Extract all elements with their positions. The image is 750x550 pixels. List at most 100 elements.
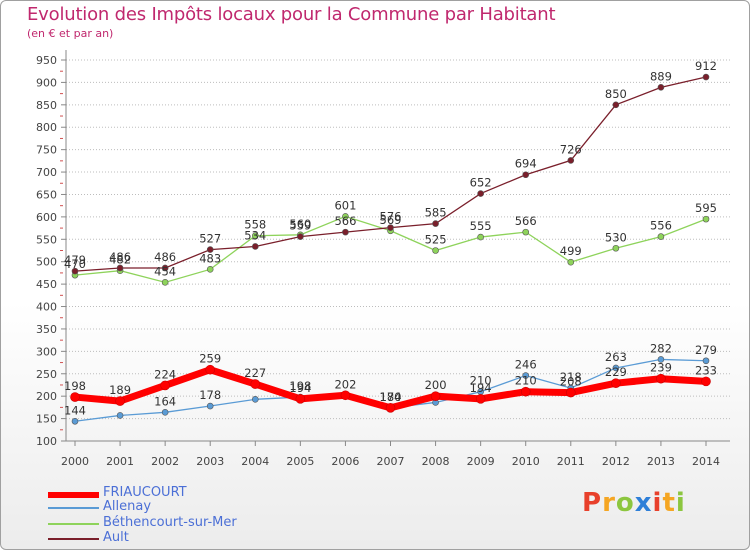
legend-swatch-bethencourt xyxy=(48,523,99,525)
data-point xyxy=(701,376,711,387)
data-label: 239 xyxy=(650,361,672,375)
data-label: 850 xyxy=(605,87,627,101)
data-label: 576 xyxy=(380,210,402,224)
data-point xyxy=(567,258,575,266)
legend-label-allenay: Allenay xyxy=(103,499,152,514)
data-label: 263 xyxy=(605,350,627,364)
y-tick-label: 500 xyxy=(36,256,57,269)
data-label: 178 xyxy=(199,388,221,402)
data-point xyxy=(432,220,439,227)
data-label: 652 xyxy=(470,176,492,190)
data-label: 527 xyxy=(199,232,221,246)
x-tick-label: 2006 xyxy=(331,455,359,468)
data-label: 218 xyxy=(560,370,582,384)
chart-title: Evolution des Impôts locaux pour la Comm… xyxy=(27,4,556,25)
y-tick-label: 350 xyxy=(36,323,57,336)
data-label: 210 xyxy=(515,374,537,388)
data-label: 246 xyxy=(515,358,537,372)
data-label: 566 xyxy=(515,214,537,228)
data-point xyxy=(116,412,124,419)
data-point xyxy=(70,392,80,402)
data-label: 229 xyxy=(605,365,627,379)
logo-letter: i xyxy=(675,488,686,518)
data-label: 499 xyxy=(560,244,582,258)
legend-label-ault: Ault xyxy=(103,530,129,545)
data-point xyxy=(342,213,349,220)
data-point xyxy=(115,396,125,406)
data-label: 556 xyxy=(650,219,672,233)
data-label: 694 xyxy=(515,157,537,171)
x-tick-label: 2012 xyxy=(602,455,630,468)
data-label: 210 xyxy=(470,374,492,388)
data-label: 174 xyxy=(380,390,402,404)
x-tick-label: 2007 xyxy=(377,455,405,468)
legend-item-allenay: Allenay xyxy=(48,499,152,514)
x-tick-label: 2011 xyxy=(557,455,585,468)
data-point xyxy=(250,379,261,389)
data-label: 200 xyxy=(425,378,447,392)
y-tick-label: 950 xyxy=(36,54,57,67)
logo-letter: i xyxy=(652,488,663,518)
y-tick-label: 550 xyxy=(36,233,57,246)
x-tick-label: 2013 xyxy=(647,455,675,468)
data-label: 566 xyxy=(334,214,356,228)
legend-label-friaucourt: FRIAUCOURT xyxy=(103,485,187,500)
data-point xyxy=(702,215,710,223)
y-tick-label: 150 xyxy=(36,413,57,426)
data-point xyxy=(161,264,169,272)
logo-letter: r xyxy=(602,488,616,518)
data-label: 558 xyxy=(244,218,266,232)
data-point xyxy=(116,264,124,272)
data-label: 233 xyxy=(695,363,717,377)
data-label: 483 xyxy=(199,251,221,265)
data-point xyxy=(295,394,306,404)
data-point xyxy=(520,386,531,397)
data-label: 486 xyxy=(109,250,131,264)
data-point xyxy=(656,373,666,384)
data-label: 470 xyxy=(64,257,86,271)
data-label: 534 xyxy=(244,228,266,242)
y-tick-label: 650 xyxy=(36,188,57,201)
data-point xyxy=(657,356,665,363)
data-label: 180 xyxy=(380,390,402,404)
data-label: 282 xyxy=(650,341,672,355)
x-tick-label: 2014 xyxy=(692,455,720,468)
data-point xyxy=(387,224,394,231)
x-tick-label: 2000 xyxy=(61,455,89,468)
data-label: 482 xyxy=(109,253,131,267)
x-tick-label: 2004 xyxy=(241,455,269,468)
data-point xyxy=(657,84,665,91)
x-tick-label: 2001 xyxy=(106,455,134,468)
data-label: 569 xyxy=(380,213,402,227)
data-point xyxy=(567,157,575,164)
data-point xyxy=(522,372,530,379)
logo-letter: o xyxy=(615,488,635,518)
legend-swatch-allenay xyxy=(48,507,99,509)
legend-item-ault: Ault xyxy=(48,530,129,545)
data-point xyxy=(342,228,349,236)
data-point xyxy=(477,190,484,197)
data-label: 486 xyxy=(154,250,176,264)
y-tick-label: 600 xyxy=(36,211,57,224)
legend-label-bethencourt: Béthencourt-sur-Mer xyxy=(103,515,237,530)
data-label: 560 xyxy=(289,217,311,231)
legend-swatch-ault xyxy=(48,538,99,540)
data-label: 479 xyxy=(64,253,86,267)
y-tick-label: 250 xyxy=(36,368,57,381)
data-label: 164 xyxy=(154,394,176,408)
data-point xyxy=(477,233,484,241)
data-point xyxy=(565,387,576,398)
data-label: 198 xyxy=(289,379,311,393)
data-point xyxy=(206,266,214,273)
logo-letter: t xyxy=(662,488,676,518)
legend-item-bethencourt: Béthencourt-sur-Mer xyxy=(48,515,237,530)
data-point xyxy=(251,232,259,240)
data-label: 912 xyxy=(695,59,717,73)
data-label: 202 xyxy=(334,377,356,391)
data-point xyxy=(71,267,79,275)
data-point xyxy=(206,402,214,410)
y-tick-label: 700 xyxy=(36,166,57,179)
data-point xyxy=(611,378,621,388)
data-label: 601 xyxy=(334,198,356,212)
